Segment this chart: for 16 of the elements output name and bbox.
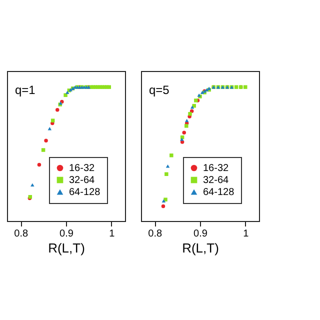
- x-tick-label: 0.8: [14, 228, 28, 240]
- legend-label: 16-32: [69, 163, 96, 174]
- x-axis-title: R(L,T): [182, 240, 219, 256]
- annotation: q=1: [15, 83, 36, 97]
- x-tick-label: 0.9: [60, 228, 74, 240]
- x-tick-label: 0.8: [148, 228, 162, 240]
- x-tick-label: 1: [109, 228, 116, 240]
- x-tick-label: 0.9: [194, 228, 208, 240]
- legend-label: 32-64: [203, 175, 230, 186]
- legend-label: 64-128: [69, 187, 101, 198]
- legend-label: 32-64: [69, 175, 96, 186]
- legend-label: 16-32: [203, 163, 230, 174]
- x-axis-title: R(L,T): [48, 240, 85, 256]
- x-tick-label: 1: [243, 228, 250, 240]
- annotation: q=5: [149, 83, 170, 97]
- legend-label: 64-128: [203, 187, 235, 198]
